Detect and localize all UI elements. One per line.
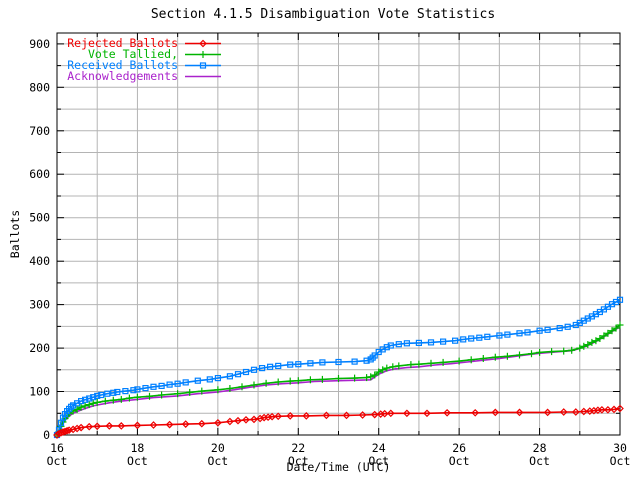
svg-text:Oct: Oct <box>368 454 389 468</box>
legend: Rejected Ballots Vote Tallied, Received … <box>60 36 222 83</box>
svg-text:500: 500 <box>29 211 50 225</box>
series-acknowledgements <box>56 326 621 436</box>
series-received-ballots <box>53 296 624 439</box>
svg-text:900: 900 <box>29 37 50 51</box>
svg-text:Oct: Oct <box>529 454 550 468</box>
legend-item-received-ballots: Received Ballots <box>60 58 222 72</box>
series-vote-tallied <box>53 321 624 439</box>
svg-text:20: 20 <box>211 441 225 455</box>
svg-text:Oct: Oct <box>47 454 68 468</box>
legend-line-sample-plus <box>185 51 221 58</box>
legend-label: Received Ballots <box>67 58 178 72</box>
series-rejected-ballots <box>53 404 624 439</box>
legend-line-sample-diamond <box>185 39 221 48</box>
svg-text:800: 800 <box>29 80 50 94</box>
legend-label: Acknowledgements <box>67 69 178 83</box>
svg-text:16: 16 <box>50 441 64 455</box>
legend-label: Vote Tallied, <box>87 47 178 61</box>
chart-title: Section 4.1.5 Disambiguation Vote Statis… <box>150 7 496 22</box>
svg-text:28: 28 <box>533 441 547 455</box>
svg-text:Oct: Oct <box>127 454 148 468</box>
svg-text:400: 400 <box>29 254 50 268</box>
gridlines <box>57 33 620 435</box>
svg-text:600: 600 <box>29 167 50 181</box>
legend-line-sample-plain <box>185 75 221 78</box>
legend-item-acknowledgements: Acknowledgements <box>60 69 222 83</box>
y-tick-labels: 0 100 200 300 400 500 600 700 800 900 <box>29 37 50 442</box>
svg-text:22: 22 <box>291 441 305 455</box>
svg-text:Oct: Oct <box>449 454 470 468</box>
svg-text:200: 200 <box>29 341 50 355</box>
legend-item-vote-tallied: Vote Tallied, <box>60 47 222 61</box>
svg-text:26: 26 <box>452 441 466 455</box>
svg-text:0: 0 <box>43 428 50 442</box>
svg-text:18: 18 <box>130 441 144 455</box>
legend-item-rejected-ballots: Rejected Ballots <box>60 36 222 50</box>
svg-text:Oct: Oct <box>288 454 309 468</box>
svg-text:100: 100 <box>29 385 50 399</box>
svg-text:24: 24 <box>372 441 386 455</box>
x-axis-label: Date/Time (UTC) <box>286 460 391 474</box>
legend-label: Rejected Ballots <box>67 36 178 50</box>
svg-text:700: 700 <box>29 124 50 138</box>
svg-text:Oct: Oct <box>207 454 228 468</box>
svg-text:Oct: Oct <box>610 454 631 468</box>
legend-line-sample-square <box>185 62 221 69</box>
svg-text:30: 30 <box>613 441 627 455</box>
svg-text:300: 300 <box>29 298 50 312</box>
axis-ticks <box>56 33 621 436</box>
